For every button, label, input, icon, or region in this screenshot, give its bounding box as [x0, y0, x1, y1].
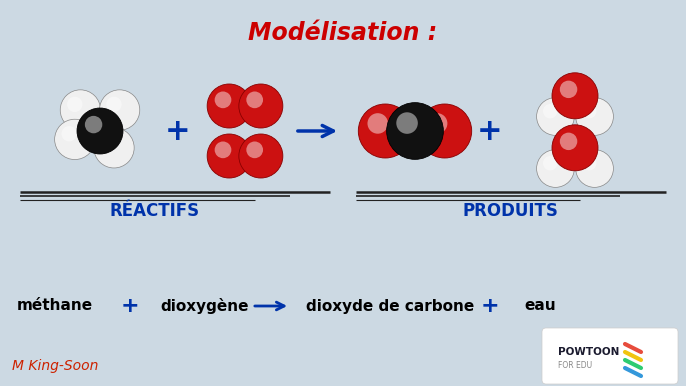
Text: RÉACTIFS: RÉACTIFS — [110, 202, 200, 220]
Text: +: + — [481, 296, 499, 316]
Circle shape — [60, 90, 101, 130]
Circle shape — [239, 134, 283, 178]
Circle shape — [207, 84, 251, 128]
Text: +: + — [121, 296, 139, 316]
Circle shape — [536, 98, 574, 135]
Circle shape — [387, 103, 443, 159]
Circle shape — [536, 150, 574, 187]
Text: POWTOON: POWTOON — [558, 347, 619, 357]
Circle shape — [576, 98, 613, 135]
Circle shape — [246, 91, 263, 108]
Text: méthane: méthane — [17, 298, 93, 313]
Circle shape — [552, 73, 598, 119]
Circle shape — [106, 97, 121, 112]
Text: +: + — [477, 117, 503, 146]
Circle shape — [207, 134, 251, 178]
Circle shape — [55, 119, 95, 159]
Circle shape — [397, 112, 418, 134]
Text: eau: eau — [524, 298, 556, 313]
Text: dioxygène: dioxygène — [161, 298, 249, 314]
Circle shape — [582, 156, 596, 170]
Text: PRODUITS: PRODUITS — [462, 202, 558, 220]
Circle shape — [582, 104, 596, 119]
Circle shape — [77, 108, 123, 154]
Circle shape — [215, 142, 231, 158]
FancyBboxPatch shape — [542, 328, 678, 384]
Circle shape — [99, 90, 140, 130]
Circle shape — [215, 91, 231, 108]
Circle shape — [418, 104, 472, 158]
Circle shape — [560, 81, 578, 98]
Circle shape — [94, 128, 134, 168]
Circle shape — [246, 142, 263, 158]
Circle shape — [576, 150, 613, 187]
Text: M King-Soon: M King-Soon — [12, 359, 98, 373]
Circle shape — [101, 134, 116, 150]
Circle shape — [427, 113, 447, 134]
Text: Modélisation :: Modélisation : — [248, 21, 438, 45]
Circle shape — [239, 84, 283, 128]
Text: dioxyde de carbone: dioxyde de carbone — [306, 298, 474, 313]
Text: FOR EDU: FOR EDU — [558, 362, 592, 371]
Circle shape — [62, 126, 77, 141]
Circle shape — [543, 156, 557, 170]
Circle shape — [543, 104, 557, 119]
Circle shape — [358, 104, 412, 158]
Text: +: + — [165, 117, 191, 146]
Circle shape — [552, 125, 598, 171]
Circle shape — [67, 97, 82, 112]
Circle shape — [368, 113, 388, 134]
Circle shape — [560, 133, 578, 150]
Circle shape — [85, 116, 102, 133]
